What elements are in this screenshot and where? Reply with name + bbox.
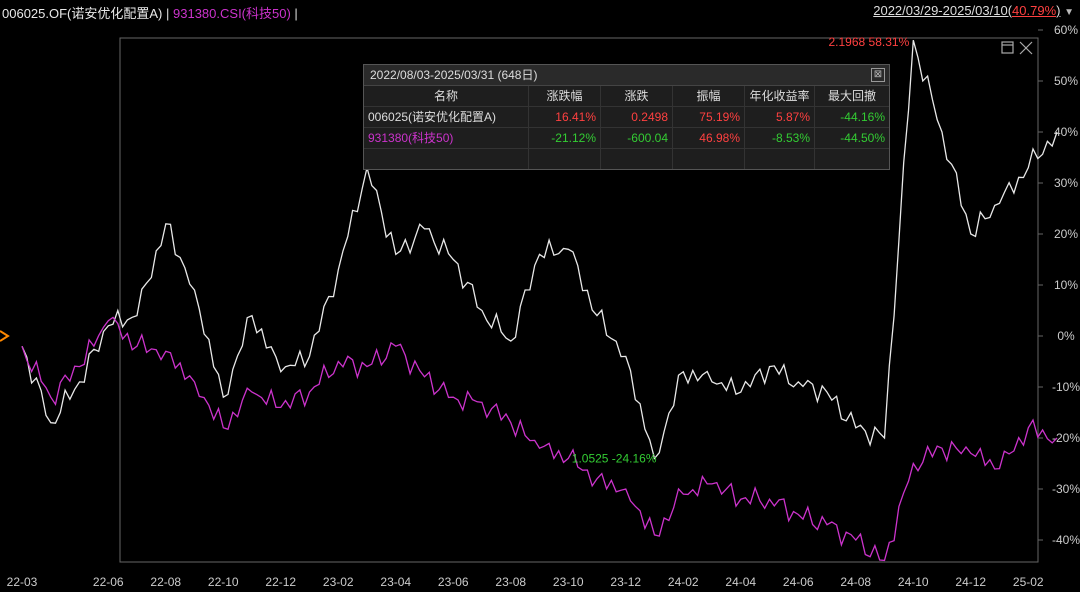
- col-name: 名称: [364, 86, 529, 106]
- row-cell: 5.87%: [745, 107, 815, 127]
- close-icon[interactable]: ⊠: [871, 68, 885, 82]
- row-cell-empty: [601, 149, 673, 169]
- x-tick-label: 23-12: [610, 575, 641, 589]
- col-annualized: 年化收益率: [745, 86, 815, 106]
- start-marker-icon: [0, 330, 10, 342]
- series-line-index: [21, 316, 1058, 562]
- y-tick-label: 60%: [1054, 23, 1078, 37]
- x-tick-label: 22-08: [150, 575, 181, 589]
- window-controls: [1001, 41, 1033, 55]
- table-row[interactable]: 931380(科技50) -21.12% -600.04 46.98% -8.5…: [364, 128, 889, 149]
- stats-panel: 2022/08/03-2025/03/31 (648日) ⊠ 名称 涨跌幅 涨跌…: [363, 64, 890, 170]
- row-name: 931380(科技50): [364, 128, 529, 148]
- row-cell-empty: [364, 149, 529, 169]
- x-tick-label: 22-03: [7, 575, 38, 589]
- x-tick-label: 23-06: [438, 575, 469, 589]
- x-tick-label: 22-06: [93, 575, 124, 589]
- y-tick-label: 30%: [1054, 176, 1078, 190]
- date-range-close: ): [1056, 3, 1061, 18]
- legend-separator: |: [166, 6, 170, 21]
- plot-frame: [119, 37, 1039, 563]
- x-tick-label: 24-02: [668, 575, 699, 589]
- x-tick-label: 24-12: [955, 575, 986, 589]
- x-tick-label: 22-12: [265, 575, 296, 589]
- legend-separator-end: |: [294, 6, 298, 21]
- row-cell: 46.98%: [673, 128, 745, 148]
- chart-header: 006025.OF(诺安优化配置A) | 931380.CSI(科技50) | …: [0, 0, 1080, 22]
- row-cell: -44.16%: [840, 110, 885, 124]
- y-tick-label: 50%: [1054, 74, 1078, 88]
- x-tick-label: 23-02: [323, 575, 354, 589]
- stats-period: 2022/08/03-2025/03/31 (648日): [370, 68, 538, 82]
- min-annotation: 1.0525 -24.16%: [572, 451, 657, 465]
- y-tick-label: 20%: [1054, 227, 1078, 241]
- close-icon[interactable]: [1019, 41, 1033, 55]
- x-tick-label: 23-08: [495, 575, 526, 589]
- col-amplitude: 振幅: [673, 86, 745, 106]
- annotations: 2.1968 58.31% 1.0525 -24.16%: [572, 35, 910, 465]
- y-tick-label: -30%: [1052, 482, 1080, 496]
- x-tick-label: 24-10: [898, 575, 929, 589]
- col-change-pct: 涨跌幅: [529, 86, 601, 106]
- row-cell-empty: [673, 149, 745, 169]
- row-cell-empty: [745, 149, 815, 169]
- y-tick-label: 40%: [1054, 125, 1078, 139]
- y-tick-label: -20%: [1052, 431, 1080, 445]
- row-name: 006025(诺安优化配置A): [364, 107, 529, 127]
- row-cell: -21.12%: [529, 128, 601, 148]
- x-axis: 22-03 22-06 22-08 22-10 22-12 23-02 23-04 23-06…: [7, 575, 1044, 589]
- row-cell-empty: [529, 149, 601, 169]
- col-change: 涨跌: [601, 86, 673, 106]
- row-cell: 75.19%: [673, 107, 745, 127]
- row-cell: -8.53%: [745, 128, 815, 148]
- table-row-empty: [364, 149, 889, 169]
- date-range-label: 2022/03/29-2025/03/10(: [873, 3, 1013, 18]
- x-tick-label: 24-06: [783, 575, 814, 589]
- series-lines: [21, 40, 1058, 562]
- x-tick-label: 24-08: [840, 575, 871, 589]
- x-tick-label: 23-04: [380, 575, 411, 589]
- series-line-fund: [21, 40, 1058, 460]
- x-tick-label: 23-10: [553, 575, 584, 589]
- max-annotation: 2.1968 58.31%: [829, 35, 910, 49]
- y-tick-label: -40%: [1052, 533, 1080, 547]
- chevron-down-icon[interactable]: ▼: [1064, 7, 1074, 18]
- y-axis: 60% 50% 40% 30% 20% 10% 0% -10% -20% -30% -40%: [1038, 23, 1080, 547]
- table-row[interactable]: 006025(诺安优化配置A) 16.41% 0.2498 75.19% 5.8…: [364, 107, 889, 128]
- y-tick-label: 0%: [1057, 329, 1075, 343]
- row-cell: 0.2498: [601, 107, 673, 127]
- row-cell: 16.41%: [529, 107, 601, 127]
- date-range-selector[interactable]: 2022/03/29-2025/03/10(40.79%) ▼: [873, 3, 1074, 18]
- row-cell: -600.04: [601, 128, 673, 148]
- date-range-change: 40.79%: [1012, 3, 1057, 18]
- legend: 006025.OF(诺安优化配置A) | 931380.CSI(科技50) |: [2, 3, 298, 22]
- stats-header-row: 名称 涨跌幅 涨跌 振幅 年化收益率 最大回撤: [364, 86, 889, 107]
- legend-index-label[interactable]: 931380.CSI(科技50): [173, 6, 291, 21]
- x-tick-label: 22-10: [208, 575, 239, 589]
- stats-title: 2022/08/03-2025/03/31 (648日) ⊠: [364, 65, 889, 86]
- row-cell-empty: [815, 149, 889, 169]
- legend-fund-label[interactable]: 006025.OF(诺安优化配置A): [2, 6, 163, 21]
- x-tick-label: 24-04: [725, 575, 756, 589]
- y-tick-label: -10%: [1052, 380, 1080, 394]
- y-tick-label: 10%: [1054, 278, 1078, 292]
- col-max-drawdown: 最大回撤: [827, 89, 876, 103]
- x-tick-label: 25-02: [1013, 575, 1044, 589]
- row-cell: -44.50%: [840, 131, 885, 145]
- maximize-icon[interactable]: [1001, 41, 1014, 54]
